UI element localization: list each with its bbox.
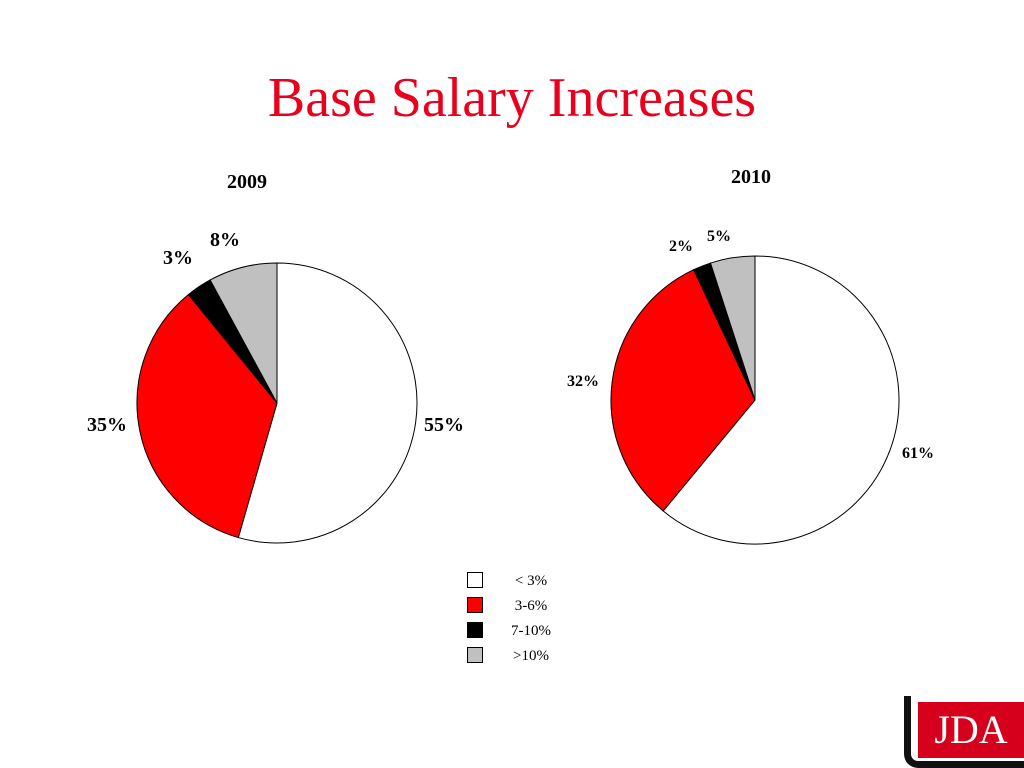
data-label-2009-lt3: 55% (424, 414, 464, 436)
legend-item: 7-10% (467, 620, 577, 645)
chart-legend: < 3% 3-6% 7-10% >10% (467, 570, 577, 670)
pie-slice-2009-lt3 (237, 262, 418, 544)
data-label-2009-3to6: 35% (87, 414, 127, 436)
legend-item: < 3% (467, 570, 577, 595)
legend-swatch (467, 647, 483, 663)
legend-label: >10% (513, 648, 549, 664)
pie-slice-2010-gt10 (709, 255, 756, 401)
logo-frame (904, 696, 1024, 768)
pie-chart-2009: 2009 55% 35% 3% 8% (87, 171, 464, 544)
legend-item: >10% (467, 645, 577, 670)
legend-label: < 3% (514, 573, 548, 589)
legend-item: 3-6% (467, 595, 577, 620)
pie-slice-2009-gt10 (209, 262, 278, 404)
legend-label: 3-6% (514, 598, 548, 614)
pie-chart-2010: 2010 61% 32% 2% 5% (567, 166, 934, 545)
logo-text: JDA (934, 707, 1008, 752)
legend-swatch (467, 572, 483, 588)
data-label-2010-lt3: 61% (902, 445, 934, 462)
pie-title-2009: 2009 (227, 171, 267, 193)
pie-slice-2010-lt3 (662, 255, 900, 545)
data-label-2010-7to10: 2% (669, 238, 693, 255)
logo-box (918, 702, 1024, 758)
legend-swatch (467, 622, 483, 638)
data-label-2010-3to6: 32% (567, 373, 599, 390)
data-label-2009-gt10: 8% (210, 229, 240, 251)
jda-logo: JDA (904, 696, 1024, 768)
pie-slice-2010-3to6 (610, 269, 756, 512)
pie-title-2010: 2010 (731, 166, 771, 188)
legend-swatch (467, 597, 483, 613)
data-label-2009-7to10: 3% (163, 247, 193, 269)
page-title: Base Salary Increases (267, 67, 757, 129)
data-label-2010-gt10: 5% (707, 228, 731, 245)
legend-label: 7-10% (511, 623, 551, 639)
pie-slice-2009-3to6 (136, 293, 278, 539)
